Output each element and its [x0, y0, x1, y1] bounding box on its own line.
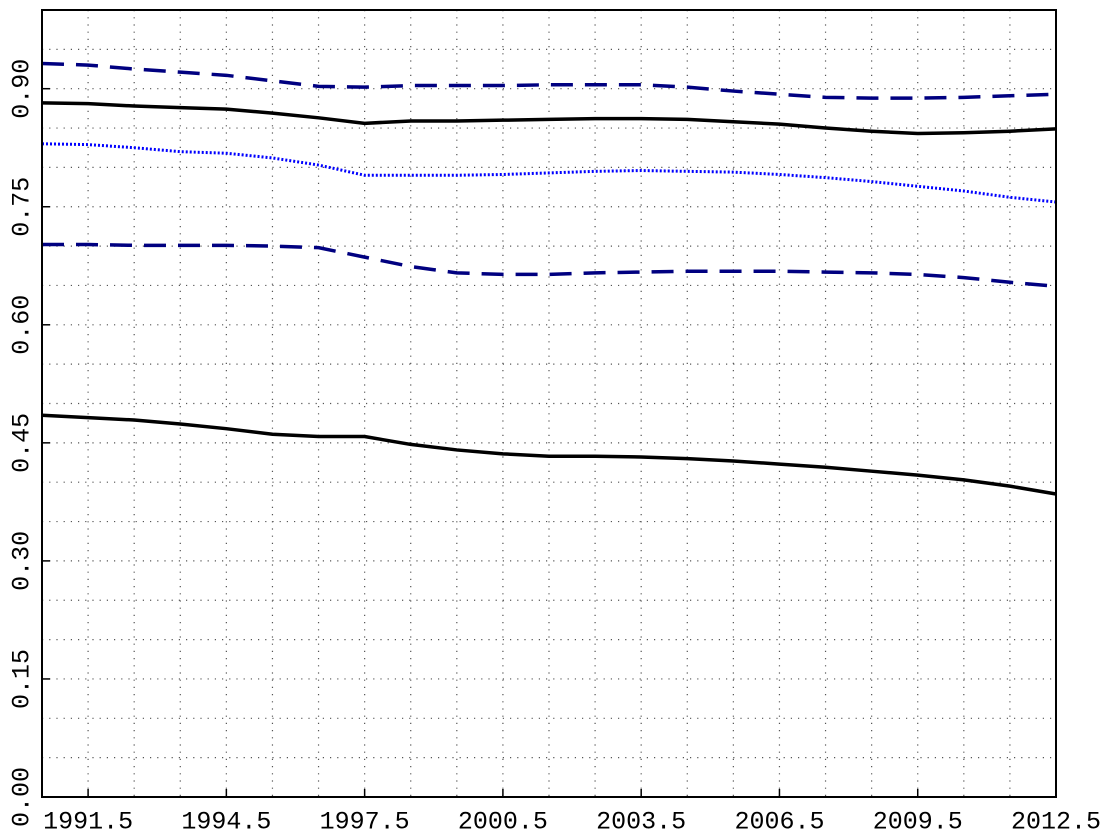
plot-frame: [41, 9, 1057, 798]
series-line: [41, 142, 1057, 204]
x-tick-label: 1994.5: [181, 808, 271, 837]
y-tick-label: 0.30: [8, 531, 37, 591]
series-line: [42, 242, 1057, 288]
y-tick-label: 0.45: [8, 413, 37, 473]
x-tick-label: 2012.5: [1011, 808, 1101, 837]
x-tick-label: 1991.5: [43, 808, 133, 837]
y-tick-label: 0.60: [8, 295, 37, 355]
y-tick-label: 0.00: [8, 767, 37, 827]
y-tick-label: 0.75: [8, 177, 37, 237]
x-tick-label: 2006.5: [734, 808, 824, 837]
series-line: [41, 101, 1057, 136]
y-tick-label: 0.15: [8, 649, 37, 709]
x-tick-label: 2000.5: [458, 808, 548, 837]
y-tick-label: 0.90: [8, 59, 37, 119]
x-tick-label: 1997.5: [320, 808, 410, 837]
x-tick-label: 2003.5: [596, 808, 686, 837]
x-tick-label: 2009.5: [873, 808, 963, 837]
series-line: [41, 413, 1057, 496]
